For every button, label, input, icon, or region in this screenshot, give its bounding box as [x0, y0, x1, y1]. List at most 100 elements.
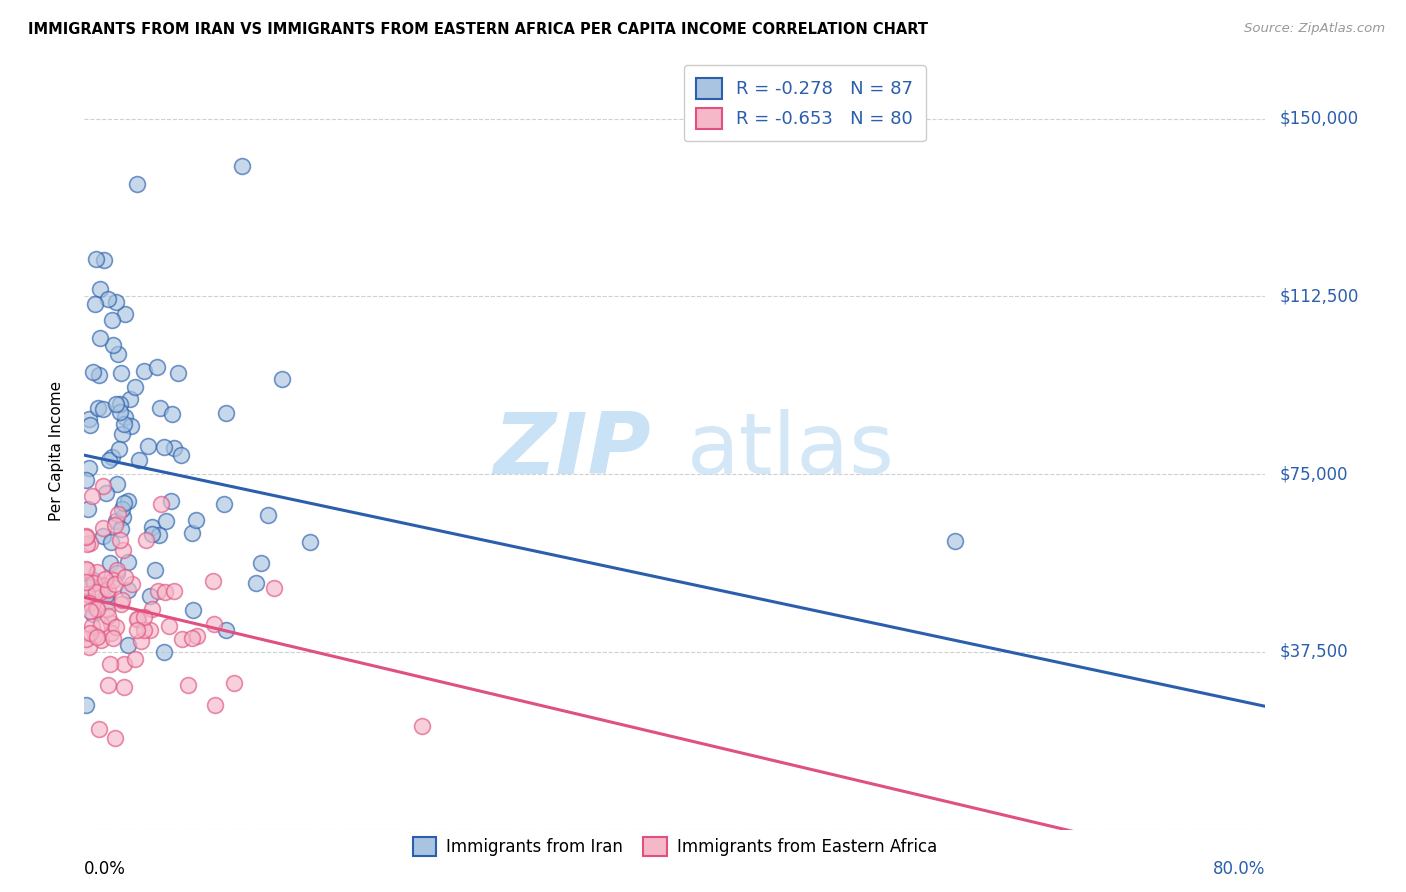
Point	[96, 292, 118, 306]
Point	[76, 587, 98, 601]
Point	[111, 593, 134, 607]
Point	[143, 563, 166, 577]
Point	[104, 731, 127, 746]
Point	[124, 652, 146, 666]
Point	[79, 593, 101, 607]
Point	[157, 619, 180, 633]
Point	[79, 536, 101, 550]
Point	[86, 565, 108, 579]
Text: atlas: atlas	[686, 409, 894, 492]
Point	[104, 576, 127, 591]
Point	[104, 518, 127, 533]
Point	[84, 297, 107, 311]
Point	[132, 609, 155, 624]
Point	[101, 450, 124, 465]
Text: 80.0%: 80.0%	[1213, 860, 1265, 878]
Point	[153, 645, 176, 659]
Point	[121, 577, 143, 591]
Point	[135, 533, 157, 548]
Point	[96, 678, 118, 692]
Text: 0.0%: 0.0%	[84, 860, 127, 878]
Point	[110, 427, 132, 442]
Point	[125, 623, 148, 637]
Point	[110, 597, 132, 611]
Point	[79, 604, 101, 618]
Point	[79, 418, 101, 433]
Point	[215, 406, 238, 420]
Point	[186, 629, 208, 643]
Point	[96, 588, 118, 602]
Point	[170, 632, 193, 646]
Text: $75,000: $75,000	[1279, 465, 1348, 483]
Text: Source: ZipAtlas.com: Source: ZipAtlas.com	[1244, 22, 1385, 36]
Point	[89, 282, 111, 296]
Y-axis label: Per Capita Income: Per Capita Income	[49, 380, 63, 521]
Point	[75, 562, 97, 576]
Point	[180, 526, 202, 541]
Point	[163, 441, 186, 455]
Point	[89, 331, 111, 345]
Point	[111, 501, 134, 516]
Point	[91, 479, 114, 493]
Point	[177, 678, 200, 692]
Point	[101, 338, 124, 352]
Text: ZIP: ZIP	[494, 409, 651, 492]
Point	[127, 612, 149, 626]
Point	[105, 477, 128, 491]
Text: $150,000: $150,000	[1279, 110, 1358, 128]
Point	[167, 366, 190, 380]
Point	[105, 566, 128, 580]
Point	[117, 583, 139, 598]
Point	[114, 570, 136, 584]
Point	[82, 365, 104, 379]
Point	[163, 584, 186, 599]
Point	[75, 529, 97, 543]
Point	[181, 603, 204, 617]
Point	[91, 578, 114, 592]
Point	[76, 580, 98, 594]
Point	[94, 579, 117, 593]
Point	[110, 366, 132, 380]
Point	[108, 397, 131, 411]
Point	[118, 392, 141, 407]
Point	[111, 510, 134, 524]
Point	[91, 529, 114, 543]
Point	[105, 295, 128, 310]
Point	[141, 602, 163, 616]
Point	[231, 159, 253, 173]
Point	[100, 615, 122, 630]
Point	[77, 502, 100, 516]
Point	[125, 612, 148, 626]
Point	[148, 528, 170, 542]
Point	[114, 409, 136, 424]
Text: IMMIGRANTS FROM IRAN VS IMMIGRANTS FROM EASTERN AFRICA PER CAPITA INCOME CORRELA: IMMIGRANTS FROM IRAN VS IMMIGRANTS FROM …	[28, 22, 928, 37]
Point	[84, 601, 107, 615]
Point	[87, 368, 110, 383]
Point	[84, 252, 107, 266]
Point	[153, 440, 176, 454]
Point	[117, 493, 139, 508]
Point	[105, 620, 128, 634]
Point	[263, 581, 285, 595]
Point	[124, 380, 146, 394]
Point	[257, 508, 280, 522]
Point	[132, 623, 155, 637]
Point	[104, 514, 127, 528]
Point	[117, 555, 139, 569]
Point	[184, 513, 207, 527]
Point	[128, 453, 150, 467]
Point	[245, 575, 267, 590]
Point	[86, 602, 108, 616]
Point	[110, 522, 132, 536]
Point	[96, 602, 118, 616]
Point	[105, 397, 128, 411]
Point	[98, 657, 121, 672]
Point	[86, 630, 108, 644]
Point	[79, 625, 101, 640]
Point	[117, 638, 139, 652]
Text: $37,500: $37,500	[1279, 643, 1348, 661]
Point	[159, 494, 181, 508]
Point	[138, 623, 160, 637]
Point	[945, 534, 967, 549]
Point	[97, 582, 120, 597]
